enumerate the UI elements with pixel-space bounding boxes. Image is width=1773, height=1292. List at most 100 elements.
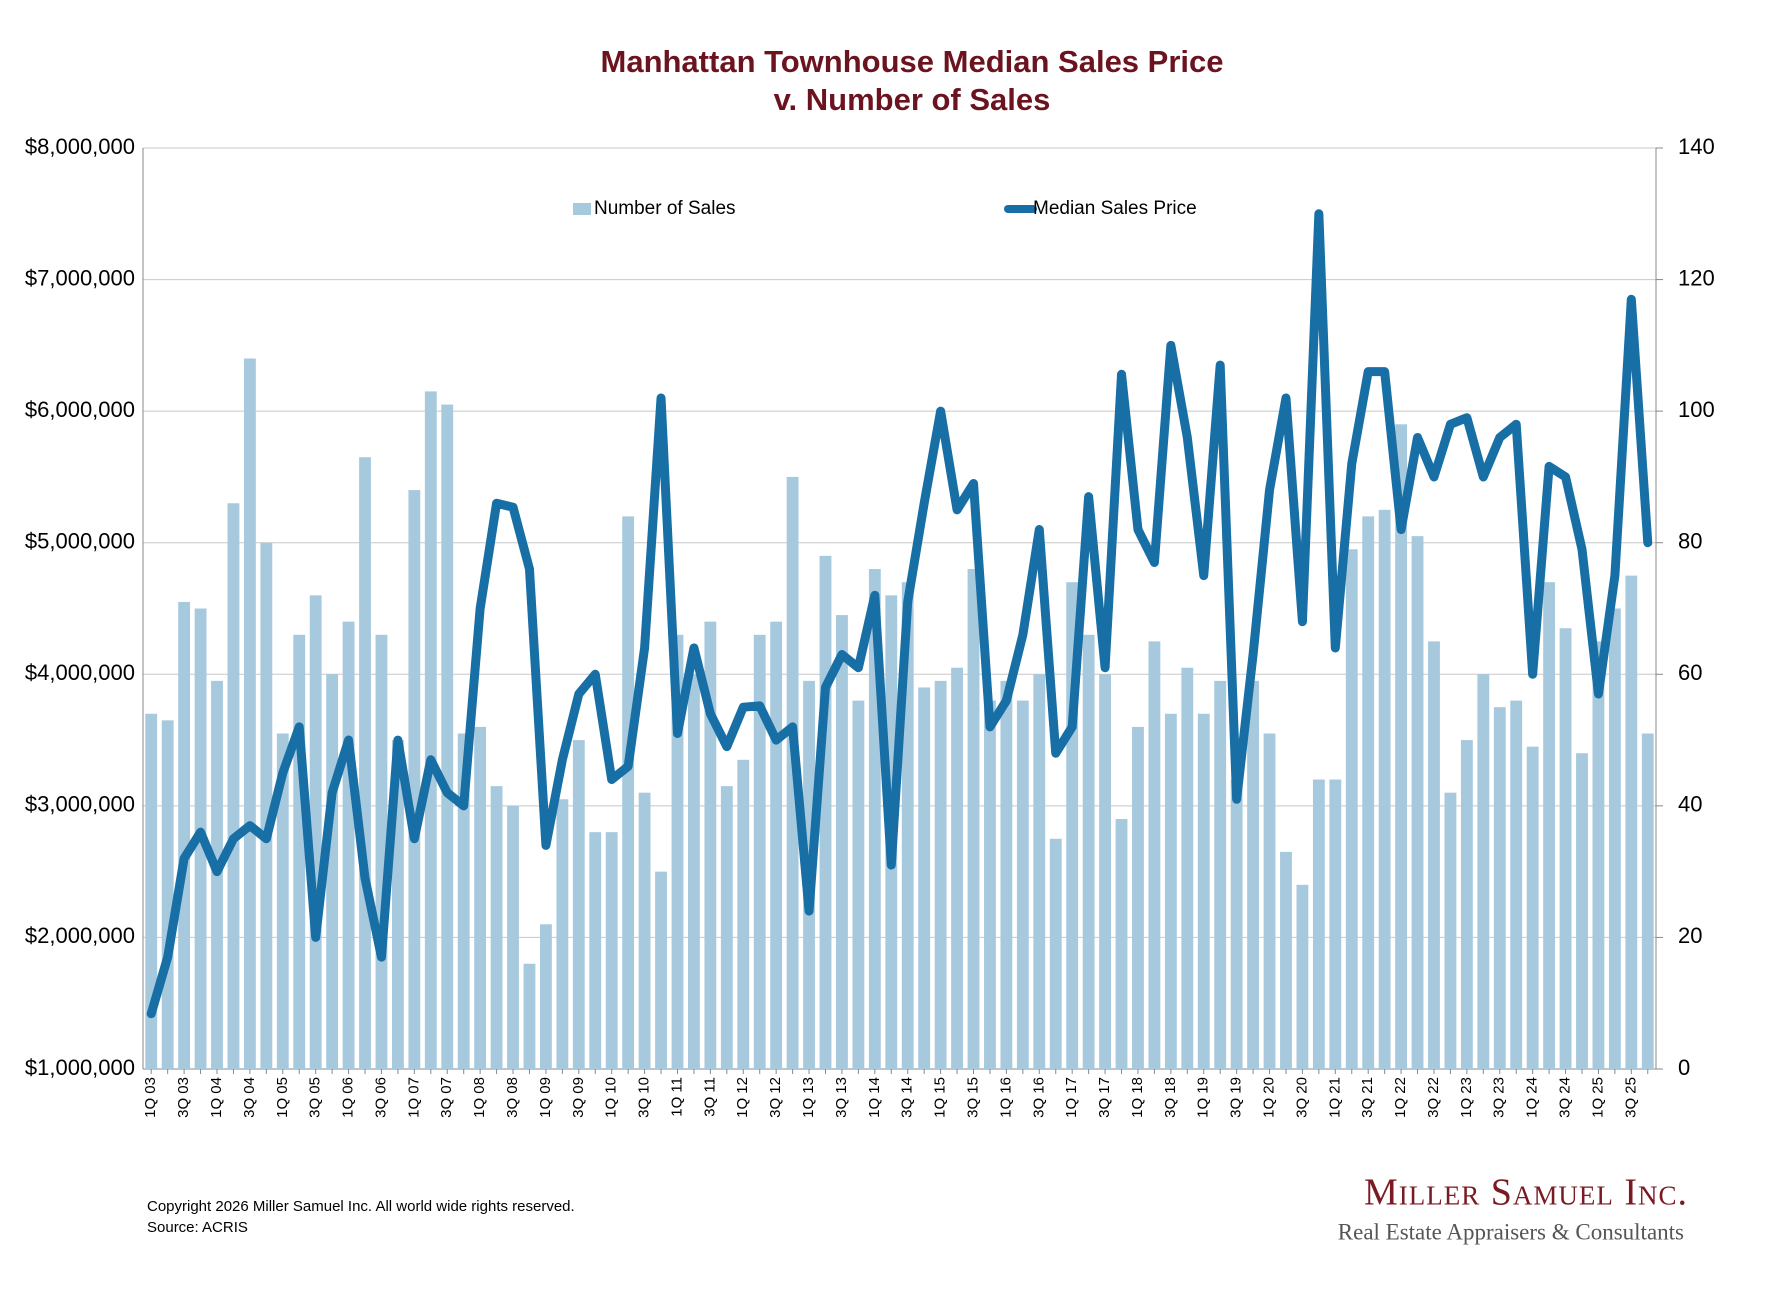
bar (934, 680, 947, 1069)
bar (1312, 779, 1325, 1069)
bar (770, 621, 783, 1069)
bar (1576, 753, 1588, 1069)
x-tick-label: 3Q 24 (1557, 1077, 1574, 1118)
bar (474, 726, 487, 1069)
x-tick-label: 3Q 15 (964, 1077, 981, 1118)
bar (589, 832, 602, 1069)
x-tick-label: 3Q 16 (1030, 1077, 1047, 1118)
x-tick-label: 1Q 11 (668, 1077, 685, 1117)
y2-tick-label: 60 (1678, 660, 1702, 685)
x-tick-label: 3Q 22 (1425, 1077, 1442, 1118)
x-tick-label: 3Q 07 (438, 1077, 455, 1118)
bar (260, 542, 273, 1069)
bar (145, 713, 158, 1069)
bar (1543, 582, 1556, 1069)
bar (836, 615, 848, 1069)
x-tick-label: 3Q 13 (833, 1077, 850, 1118)
bar (1362, 516, 1375, 1069)
bar (1099, 674, 1111, 1069)
bar (276, 733, 289, 1069)
logo-tagline: Real Estate Appraisers & Consultants (1338, 1219, 1684, 1244)
copyright: Copyright 2026 Miller Samuel Inc. All wo… (147, 1198, 575, 1215)
x-tick-label: 1Q 12 (734, 1077, 751, 1118)
bar (391, 740, 404, 1069)
bar (408, 490, 421, 1070)
x-tick-label: 1Q 18 (1129, 1077, 1146, 1118)
bar (852, 700, 865, 1069)
bar (1280, 851, 1292, 1069)
y2-tick-label: 80 (1678, 529, 1702, 554)
bar (1230, 779, 1243, 1069)
legend-swatch (573, 203, 591, 215)
bar (1460, 740, 1473, 1069)
x-tick-label: 1Q 07 (405, 1077, 422, 1118)
x-tick-label: 1Q 25 (1589, 1077, 1606, 1118)
bar (671, 634, 684, 1069)
bar (1592, 641, 1605, 1069)
x-tick-label: 1Q 20 (1260, 1077, 1277, 1118)
bar (1296, 884, 1309, 1069)
bar (655, 871, 667, 1069)
x-tick-label: 1Q 10 (603, 1077, 620, 1118)
y-tick-label: $8,000,000 (25, 134, 135, 159)
bar (819, 555, 832, 1069)
bar (1016, 700, 1029, 1069)
x-tick-label: 1Q 13 (800, 1077, 817, 1118)
y2-tick-label: 0 (1678, 1055, 1690, 1080)
x-tick-label: 1Q 03 (142, 1077, 159, 1118)
y2-tick-label: 140 (1678, 134, 1715, 159)
bar (967, 569, 980, 1069)
bar (1132, 726, 1144, 1069)
bar (1164, 713, 1177, 1069)
legend-label: Number of Sales (594, 198, 736, 219)
x-tick-label: 3Q 09 (570, 1077, 587, 1118)
bar (918, 687, 931, 1069)
bar (1641, 733, 1654, 1069)
x-tick-label: 1Q 05 (274, 1077, 291, 1118)
y-tick-label: $4,000,000 (25, 660, 135, 685)
bar (1066, 582, 1079, 1069)
bar (1477, 674, 1490, 1069)
bar (1510, 700, 1523, 1069)
bar (342, 621, 355, 1069)
y-tick-label: $5,000,000 (25, 529, 135, 554)
legend-label: Median Sales Price (1033, 198, 1197, 219)
x-tick-label: 3Q 18 (1162, 1077, 1179, 1118)
bar (572, 740, 585, 1069)
bar (1428, 641, 1440, 1069)
bar (293, 634, 306, 1069)
chart-title: Manhattan Townhouse Median Sales Price (601, 44, 1224, 79)
bar (227, 503, 240, 1069)
bar (737, 759, 750, 1069)
bar (490, 786, 503, 1069)
bar (1033, 674, 1046, 1069)
x-tick-label: 1Q 21 (1326, 1077, 1343, 1118)
x-tick-label: 3Q 04 (241, 1077, 258, 1118)
x-tick-label: 1Q 06 (340, 1077, 357, 1118)
x-tick-label: 1Q 15 (932, 1077, 949, 1118)
x-tick-label: 3Q 17 (1096, 1077, 1113, 1118)
y2-tick-label: 20 (1678, 923, 1702, 948)
x-tick-label: 1Q 09 (537, 1077, 554, 1118)
bar (424, 391, 437, 1070)
bar (720, 786, 733, 1069)
x-tick-label: 1Q 14 (866, 1077, 883, 1118)
x-tick-label: 3Q 11 (701, 1077, 718, 1117)
bar (1345, 549, 1358, 1069)
y2-tick-label: 100 (1678, 397, 1715, 422)
x-tick-label: 3Q 10 (636, 1077, 653, 1118)
bar (1395, 424, 1408, 1069)
bar (1197, 713, 1210, 1069)
bar (638, 792, 651, 1069)
bar (704, 621, 717, 1069)
bar (243, 358, 256, 1069)
x-tick-label: 3Q 12 (767, 1077, 784, 1118)
x-tick-label: 3Q 14 (899, 1077, 916, 1118)
x-tick-label: 3Q 06 (372, 1077, 389, 1118)
bar (507, 805, 519, 1069)
x-tick-label: 1Q 04 (208, 1077, 225, 1118)
bar (523, 963, 536, 1069)
x-tick-label: 3Q 20 (1293, 1077, 1310, 1118)
bar (1181, 667, 1194, 1069)
